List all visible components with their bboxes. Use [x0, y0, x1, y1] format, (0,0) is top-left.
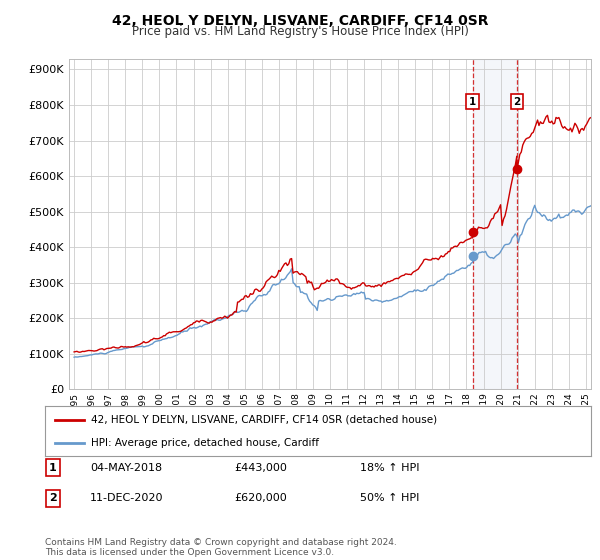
Text: 11-DEC-2020: 11-DEC-2020	[90, 493, 163, 503]
Text: 2: 2	[49, 493, 56, 503]
Text: Contains HM Land Registry data © Crown copyright and database right 2024.
This d: Contains HM Land Registry data © Crown c…	[45, 538, 397, 557]
Text: 42, HEOL Y DELYN, LISVANE, CARDIFF, CF14 0SR (detached house): 42, HEOL Y DELYN, LISVANE, CARDIFF, CF14…	[91, 414, 437, 424]
Text: 1: 1	[469, 97, 476, 107]
Text: Price paid vs. HM Land Registry's House Price Index (HPI): Price paid vs. HM Land Registry's House …	[131, 25, 469, 38]
Text: 18% ↑ HPI: 18% ↑ HPI	[360, 463, 419, 473]
Text: 04-MAY-2018: 04-MAY-2018	[90, 463, 162, 473]
Bar	[473, 59, 517, 389]
Text: 1: 1	[49, 463, 56, 473]
Text: HPI: Average price, detached house, Cardiff: HPI: Average price, detached house, Card…	[91, 438, 319, 448]
Text: 2: 2	[513, 97, 520, 107]
Text: £620,000: £620,000	[234, 493, 287, 503]
Text: 50% ↑ HPI: 50% ↑ HPI	[360, 493, 419, 503]
Text: £443,000: £443,000	[234, 463, 287, 473]
Text: 42, HEOL Y DELYN, LISVANE, CARDIFF, CF14 0SR: 42, HEOL Y DELYN, LISVANE, CARDIFF, CF14…	[112, 14, 488, 28]
